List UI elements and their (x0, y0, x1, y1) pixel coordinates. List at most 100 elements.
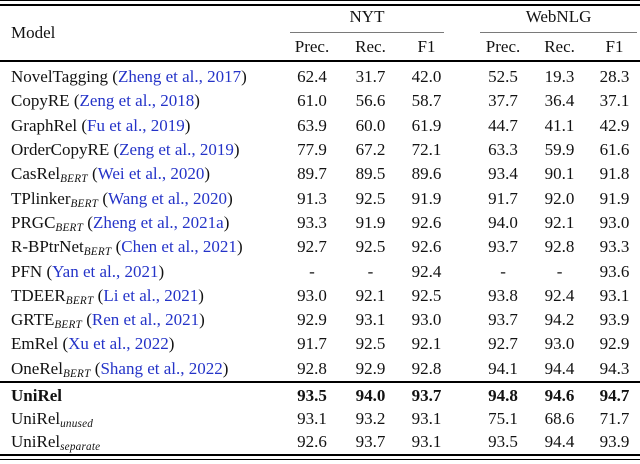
metric-value: 93.1 (355, 310, 386, 330)
metric-value: 93.0 (411, 310, 442, 330)
model-name-cell: PFN (Yan et al., 2021) (11, 261, 165, 281)
metric-value: 94.4 (544, 432, 575, 452)
citation-link[interactable]: Fu et al., 2019 (87, 115, 185, 135)
metric-value: 91.7 (297, 334, 327, 354)
model-name: PRGC (11, 212, 56, 232)
metric-value: 94.8 (476, 380, 531, 408)
metric-value: 62.4 (297, 67, 327, 87)
metric-value: 93.2 (355, 409, 386, 429)
metric-value: 93.1 (297, 409, 327, 429)
citation-link[interactable]: Li et al., 2021 (103, 285, 199, 305)
citation-link[interactable]: Zeng et al., 2019 (119, 140, 234, 160)
model-name: GRTE (11, 310, 55, 330)
citation-link[interactable]: Chen et al., 2021 (121, 237, 237, 257)
model-name-cell: CasRelBERT (Wei et al., 2020) (11, 164, 211, 186)
metric-value: 92.5 (355, 334, 386, 354)
citation-link[interactable]: Xu et al., 2022 (68, 334, 169, 354)
metric-value: 37.1 (599, 91, 630, 111)
metric-value: 94.3 (599, 358, 630, 378)
model-name-cell: R-BPtrNetBERT (Chen et al., 2021) (11, 237, 243, 259)
model-subscript: BERT (70, 197, 99, 210)
metric-value: 60.0 (355, 115, 386, 135)
model-name: CopyRE (11, 91, 70, 111)
metric-value: 91.7 (488, 188, 518, 208)
citation-link[interactable]: Ren et al., 2021 (91, 310, 200, 330)
metric-value: 92.8 (297, 358, 327, 378)
citation-link[interactable]: Zheng et al., 2021a (92, 212, 224, 232)
table-row: EmRel (Xu et al., 2022) 91.7 92.5 92.1 92.7 9… (0, 332, 640, 356)
table-row: PFN (Yan et al., 2021) - - 92.4 - - 93.6 (0, 259, 640, 283)
column-gap (454, 162, 476, 186)
table-row: TDEERBERT (Li et al., 2021) 93.0 92.1 92.5 9… (0, 284, 640, 308)
metric-value: 63.3 (488, 140, 518, 160)
model-name-cell: OrderCopyRE (Zeng et al., 2019) (11, 140, 240, 160)
metric-value: 93.6 (599, 261, 630, 281)
metric-value: 92.9 (297, 310, 327, 330)
column-gap (454, 6, 477, 62)
group-header-row: Model NYT WebNLG (0, 6, 640, 62)
col-header-web-f1: F1 (589, 33, 640, 62)
table-row: UniRelseparate 92.6 93.7 93.1 93.5 94.4 93.9 (0, 431, 640, 454)
citation-link[interactable]: Wang et al., 2020 (108, 188, 228, 208)
table-row: OrderCopyRE (Zeng et al., 2019) 77.9 67.2 7… (0, 138, 640, 162)
citation-link[interactable]: Yan et al., 2021 (52, 261, 159, 281)
metric-value: 92.5 (355, 237, 386, 257)
col-header-web-prec: Prec. (476, 33, 531, 62)
metric-value: 93.3 (599, 237, 630, 257)
citation-link[interactable]: Wei et al., 2020 (97, 164, 205, 184)
model-name-cell: PRGCBERT (Zheng et al., 2021a) (11, 212, 230, 235)
column-gap (454, 332, 476, 356)
metric-value: 71.7 (599, 409, 630, 429)
metric-value: - (367, 261, 374, 281)
model-name-cell: TDEERBERT (Li et al., 2021) (11, 285, 204, 307)
table-row: TPlinkerBERT (Wang et al., 2020) 91.3 92.5… (0, 186, 640, 210)
column-gap (454, 284, 476, 308)
metric-value: 91.9 (599, 188, 630, 208)
citation-link[interactable]: Zeng et al., 2018 (79, 91, 195, 111)
metric-value: 92.5 (411, 285, 442, 305)
metric-value: 94.7 (589, 380, 640, 408)
column-gap (454, 114, 476, 138)
column-gap (454, 308, 476, 332)
metric-value: 41.1 (544, 115, 575, 135)
results-table: Model NYT WebNLG Prec. Rec. F1 Prec. Rec… (0, 6, 640, 454)
table-row: NovelTagging (Zheng et al., 2017) 62.4 31.… (0, 61, 640, 89)
metric-value: 68.6 (544, 409, 575, 429)
model-name: UniRel (11, 409, 61, 429)
metric-value: 89.5 (355, 164, 386, 184)
metric-value: 92.1 (544, 212, 575, 232)
table-footer: UniRel 93.5 94.0 93.7 94.8 94.6 94.7 UniRelunus… (0, 380, 640, 454)
model-name: OrderCopyRE (11, 140, 110, 160)
column-gap (454, 431, 476, 454)
col-header-nyt-rec: Rec. (342, 33, 399, 62)
metric-value: 92.1 (411, 334, 442, 354)
metric-value: 61.6 (599, 140, 630, 160)
metric-value: 91.9 (411, 188, 442, 208)
column-gap (454, 408, 476, 431)
metric-value: 31.7 (355, 67, 386, 87)
col-header-nyt-prec: Prec. (282, 33, 342, 62)
model-name: R-BPtrNet (11, 237, 84, 257)
column-gap (454, 186, 476, 210)
col-header-nyt-f1: F1 (399, 33, 455, 62)
table-row: CasRelBERT (Wei et al., 2020) 89.7 89.5 89.… (0, 162, 640, 186)
metric-value: 52.5 (488, 67, 518, 87)
column-gap (454, 235, 476, 259)
metric-value: 91.8 (599, 164, 630, 184)
metric-value: 93.8 (488, 285, 518, 305)
model-name-cell: UniRelseparate (0, 431, 282, 454)
metric-value: 58.7 (411, 91, 442, 111)
model-subscript: separate (60, 441, 101, 454)
metric-value: 93.7 (488, 237, 518, 257)
citation-link[interactable]: Zheng et al., 2017 (117, 67, 242, 87)
table-row: GRTEBERT (Ren et al., 2021) 92.9 93.1 93.0 9… (0, 308, 640, 332)
model-name-cell: UniRelunused (0, 408, 282, 431)
table-row: OneRelBERT (Shang et al., 2022) 92.8 92.9 9… (0, 357, 640, 382)
model-name: PFN (11, 261, 43, 281)
table-row: PRGCBERT (Zheng et al., 2021a) 93.3 91.9 92… (0, 211, 640, 235)
metric-value: 93.4 (488, 164, 518, 184)
metric-value: 36.4 (544, 91, 575, 111)
citation-link[interactable]: Shang et al., 2022 (100, 358, 223, 378)
column-gap (454, 211, 476, 235)
model-name: TDEER (11, 285, 66, 305)
